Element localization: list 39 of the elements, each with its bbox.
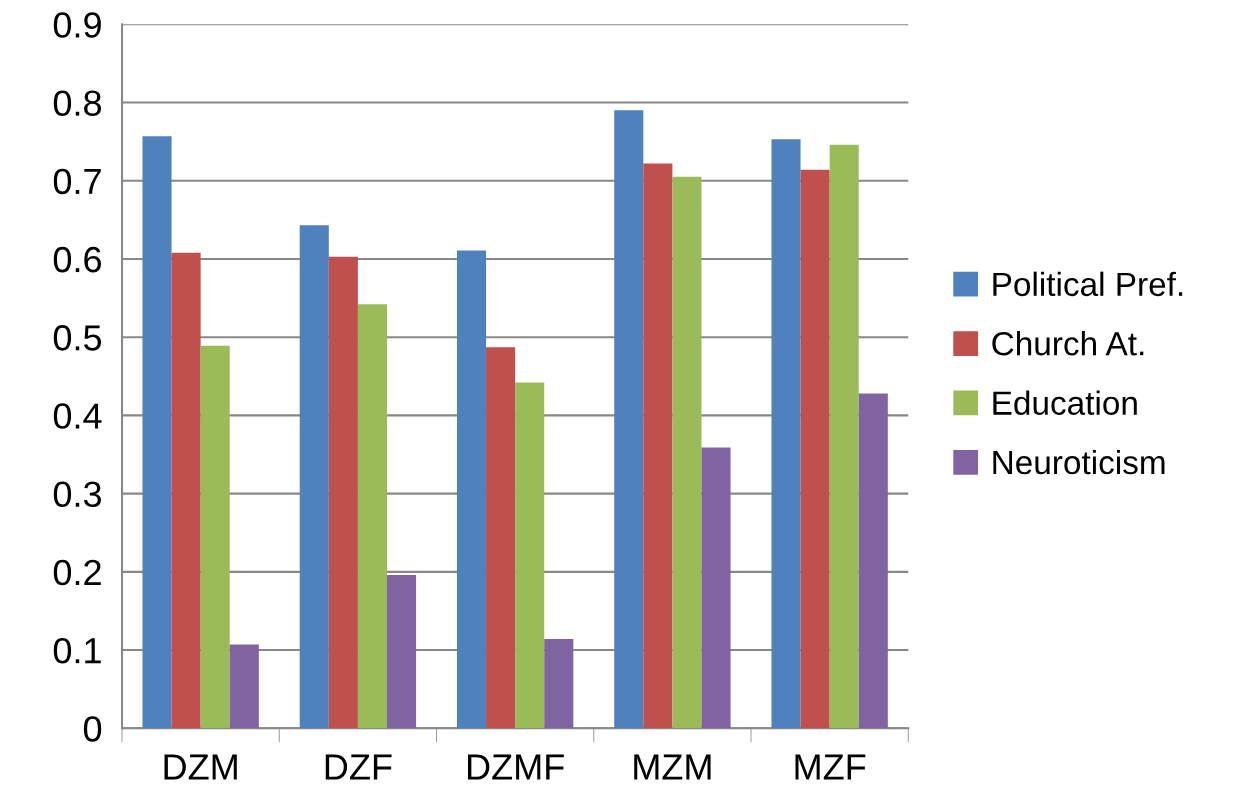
bar bbox=[171, 252, 201, 729]
y-tick-label: 0.2 bbox=[53, 559, 101, 586]
bar bbox=[701, 447, 731, 729]
bar bbox=[614, 110, 644, 729]
y-tick-label: 0.5 bbox=[53, 325, 102, 351]
bar bbox=[229, 644, 259, 729]
y-tick-label: 0.3 bbox=[53, 481, 101, 508]
y-tick-label: 0 bbox=[83, 716, 102, 742]
x-tick-label: DZF bbox=[325, 754, 392, 780]
bar bbox=[771, 139, 801, 729]
x-tick-label: MZF bbox=[795, 754, 866, 780]
bar bbox=[328, 256, 358, 729]
y-tick-label: 0.4 bbox=[53, 403, 102, 429]
x-tick-label: MZM bbox=[634, 754, 711, 780]
y-tick-label: 0.9 bbox=[53, 12, 101, 38]
bar bbox=[486, 347, 516, 729]
bar bbox=[515, 382, 545, 729]
bar bbox=[800, 169, 830, 729]
legend-label: Education bbox=[993, 390, 1137, 415]
bar bbox=[200, 345, 230, 729]
bar bbox=[142, 136, 172, 729]
y-tick-label: 0.6 bbox=[53, 246, 101, 273]
y-tick-label: 0.1 bbox=[53, 637, 101, 664]
bar bbox=[643, 163, 673, 729]
bar bbox=[544, 639, 574, 729]
y-tick-label: 0.7 bbox=[53, 168, 101, 195]
y-tick-label: 0.8 bbox=[53, 90, 102, 116]
legend-label: Church At. bbox=[992, 331, 1144, 356]
x-tick-label: DZM bbox=[164, 754, 237, 780]
bar bbox=[829, 144, 859, 729]
legend-label: Neuroticism bbox=[993, 449, 1165, 475]
bar bbox=[299, 225, 329, 729]
legend-label: Political Pref. bbox=[993, 271, 1183, 297]
bar bbox=[858, 393, 888, 729]
bar bbox=[456, 250, 487, 729]
bar bbox=[357, 304, 387, 729]
x-tick-label: DZMF bbox=[467, 754, 564, 780]
bar bbox=[386, 574, 417, 729]
bar bbox=[672, 176, 702, 729]
